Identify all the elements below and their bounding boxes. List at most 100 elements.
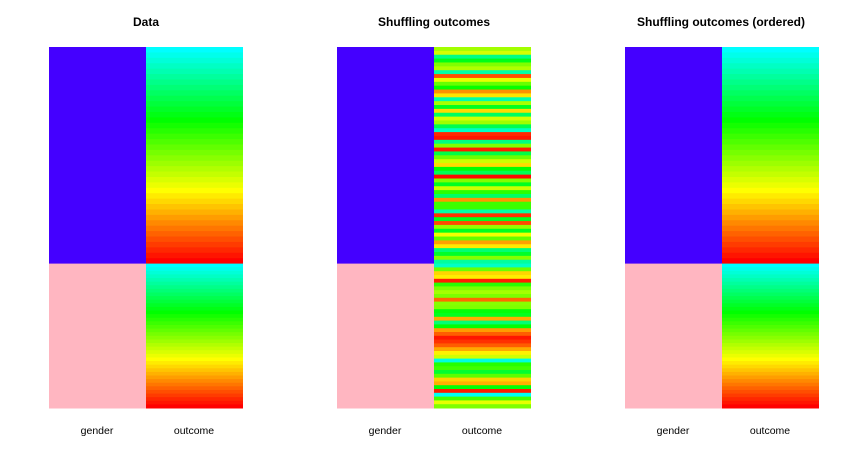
outcome-band: [434, 151, 531, 156]
outcome-band: [146, 321, 243, 326]
outcome-band: [434, 278, 531, 284]
outcome-band: [722, 343, 819, 348]
outcome-band: [434, 358, 531, 363]
outcome-band: [146, 324, 243, 330]
outcome-band: [722, 379, 819, 384]
outcome-band: [722, 225, 819, 232]
outcome-band: [434, 396, 531, 401]
outcome-band: [146, 111, 243, 118]
outcome-band: [434, 228, 531, 234]
outcome-band: [434, 343, 531, 348]
panel-cells: [625, 47, 819, 409]
outcome-band: [722, 321, 819, 326]
outcome-band: [722, 236, 819, 243]
outcome-band: [722, 182, 819, 189]
column-label-outcome: outcome: [750, 425, 790, 437]
outcome-band: [434, 259, 531, 265]
outcome-band: [146, 63, 243, 70]
outcome-band: [146, 371, 243, 377]
outcome-band: [434, 351, 531, 356]
outcome-band: [146, 357, 243, 362]
outcome-band: [146, 166, 243, 173]
outcome-band: [722, 187, 819, 194]
panel-title: Data: [133, 15, 159, 29]
outcome-band: [722, 139, 819, 145]
outcome-band: [722, 278, 819, 283]
outcome-band: [722, 404, 819, 409]
outcome-band: [722, 296, 819, 301]
outcome-band: [722, 270, 819, 275]
outcome-band: [722, 389, 819, 395]
outcome-band: [722, 397, 819, 402]
outcome-band: [434, 54, 531, 60]
outcome-band: [722, 214, 819, 221]
outcome-band: [722, 393, 819, 398]
outcome-band: [434, 166, 531, 172]
outcome-band: [146, 252, 243, 259]
outcome-band: [722, 335, 819, 340]
outcome-band: [722, 220, 819, 227]
outcome-band: [146, 241, 243, 248]
outcome-band: [434, 236, 531, 241]
column-label-gender: gender: [81, 425, 114, 437]
outcome-band: [146, 106, 243, 113]
outcome-band: [434, 320, 531, 325]
outcome-band: [146, 314, 243, 319]
outcome-band: [722, 111, 819, 118]
outcome-band: [722, 267, 819, 272]
gender-block: [337, 263, 434, 409]
outcome-band: [146, 350, 243, 355]
outcome-band: [146, 310, 243, 315]
outcome-band: [434, 335, 531, 341]
outcome-band: [434, 328, 531, 333]
outcome-band: [722, 303, 819, 308]
outcome-band: [722, 350, 819, 355]
outcome-band: [146, 400, 243, 405]
outcome-band: [434, 163, 531, 168]
outcome-band: [434, 128, 531, 133]
outcome-band: [434, 255, 531, 261]
outcome-band: [434, 305, 531, 310]
outcome-band: [722, 353, 819, 358]
outcome-band: [722, 306, 819, 312]
outcome-band: [722, 63, 819, 70]
outcome-band: [146, 139, 243, 145]
outcome-band: [146, 332, 243, 337]
outcome-band: [434, 124, 531, 129]
outcome-band: [434, 205, 531, 210]
outcome-band: [722, 176, 819, 183]
outcome-band: [434, 50, 531, 56]
outcome-band: [146, 375, 243, 380]
outcome-band: [722, 252, 819, 259]
outcome-band: [434, 354, 531, 360]
gender-block: [49, 263, 146, 409]
outcome-band: [146, 95, 243, 102]
outcome-band: [434, 74, 531, 79]
outcome-band: [434, 301, 531, 306]
gender-block: [337, 47, 434, 265]
outcome-band: [146, 90, 243, 97]
outcome-band: [146, 267, 243, 272]
outcome-band: [146, 57, 243, 64]
outcome-band: [722, 47, 819, 53]
outcome-band: [146, 198, 243, 205]
outcome-band: [434, 297, 531, 303]
outcome-band: [434, 347, 531, 352]
outcome-band: [146, 386, 243, 391]
outcome-band: [434, 316, 531, 322]
outcome-band: [434, 217, 531, 222]
outcome-band: [146, 117, 243, 124]
outcome-band: [146, 220, 243, 227]
outcome-band: [434, 248, 531, 253]
outcome-band: [146, 52, 243, 59]
outcome-band: [146, 379, 243, 384]
outcome-band: [434, 389, 531, 394]
panel-cells: [337, 47, 531, 409]
outcome-band: [146, 247, 243, 254]
outcome-band: [434, 186, 531, 191]
outcome-band: [722, 361, 819, 366]
panel-data: Data gender outcome: [49, 15, 243, 437]
outcome-band: [146, 404, 243, 409]
outcome-band: [722, 193, 819, 200]
